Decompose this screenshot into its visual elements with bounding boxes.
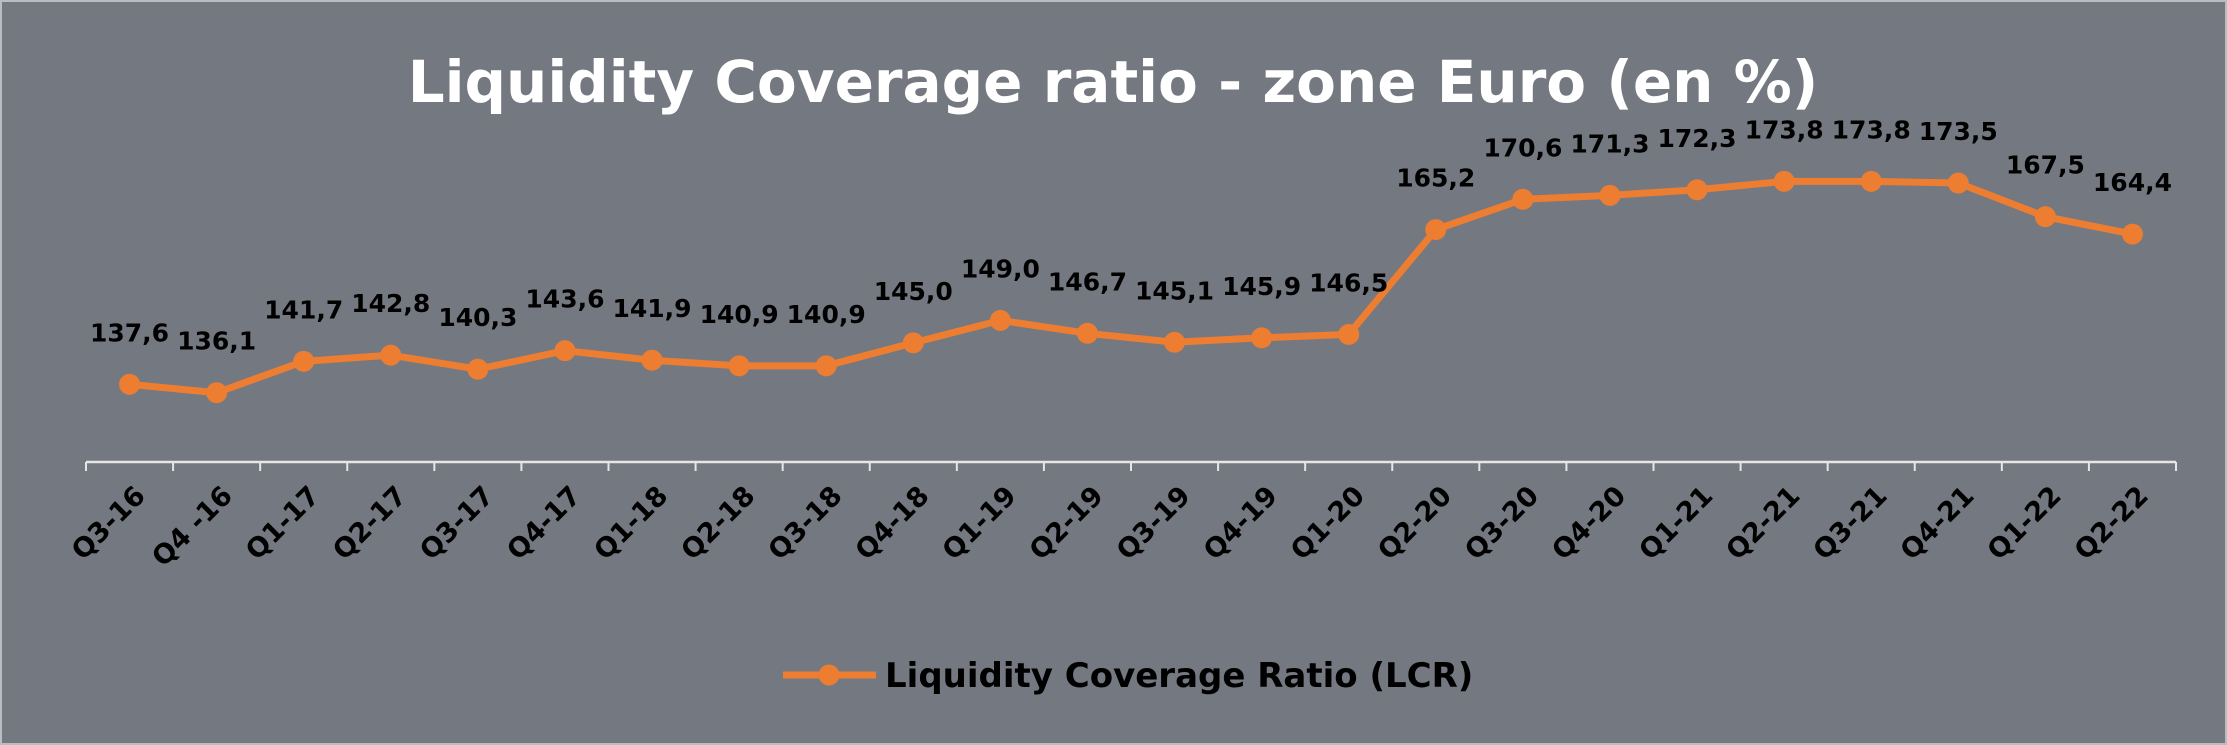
- data-point: [1686, 179, 1708, 201]
- x-tick-label: Q3-19: [1111, 480, 1197, 566]
- x-tick-label: Q4-17: [501, 480, 587, 566]
- data-point: [293, 350, 315, 372]
- data-labels: 137,6 136,1 141,7 142,8 140,3 143,6 141,9 140,9…: [90, 115, 2172, 355]
- data-point: [1425, 219, 1447, 241]
- data-label: 143,6: [525, 285, 604, 314]
- x-tick-label: Q4-18: [850, 480, 936, 566]
- x-tick-label: Q2-22: [2069, 480, 2155, 566]
- x-tick-label: Q3-21: [1808, 480, 1894, 566]
- data-point: [1599, 184, 1621, 206]
- data-point: [1512, 188, 1534, 210]
- x-tick-label: Q1-22: [1982, 480, 2068, 566]
- data-point: [1076, 322, 1098, 344]
- data-point: [380, 344, 402, 366]
- data-label: 145,9: [1222, 272, 1301, 301]
- data-label: 142,8: [351, 289, 430, 318]
- data-label: 172,3: [1658, 124, 1737, 153]
- x-tick-label: Q4-19: [1198, 480, 1284, 566]
- x-tick-label: Q3-20: [1459, 480, 1545, 566]
- legend: Liquidity Coverage Ratio (LCR): [783, 656, 1473, 696]
- data-point: [1860, 170, 1882, 192]
- x-tick-label: Q1-20: [1285, 480, 1371, 566]
- data-point: [1251, 327, 1273, 349]
- x-tick-label: Q2-18: [675, 480, 761, 566]
- legend-label: Liquidity Coverage Ratio (LCR): [885, 656, 1473, 696]
- x-tick-label: Q1-19: [937, 480, 1023, 566]
- data-label: 137,6: [90, 318, 169, 347]
- data-label: 140,3: [438, 303, 517, 332]
- chart-title: Liquidity Coverage ratio - zone Euro (en…: [408, 48, 1819, 116]
- x-tick-label: Q2-19: [1024, 480, 1110, 566]
- data-point: [1773, 170, 1795, 192]
- series-line: [126, 177, 2136, 397]
- x-tick-label: Q2-17: [327, 480, 413, 566]
- data-label: 141,9: [613, 294, 692, 323]
- data-label: 149,0: [961, 254, 1040, 283]
- data-label: 140,9: [700, 300, 779, 329]
- data-point: [1947, 172, 1969, 194]
- x-tick-label: Q4-21: [1895, 480, 1981, 566]
- data-point: [902, 332, 924, 354]
- x-tick-label: Q3-18: [763, 480, 849, 566]
- data-point: [206, 382, 228, 404]
- data-label: 171,3: [1570, 129, 1649, 158]
- data-point: [728, 355, 750, 377]
- x-tick-label: Q3-16: [66, 480, 152, 566]
- x-tick-label: Q4-20: [1546, 480, 1632, 566]
- data-label: 164,4: [2093, 168, 2172, 197]
- data-point: [989, 309, 1011, 331]
- data-label: 173,5: [1919, 117, 1998, 146]
- legend-swatch-marker: [818, 664, 840, 686]
- data-point: [815, 355, 837, 377]
- data-label: 136,1: [177, 327, 256, 356]
- data-label: 146,7: [1048, 267, 1127, 296]
- data-label: 170,6: [1483, 133, 1562, 162]
- data-point: [467, 358, 489, 380]
- data-point: [1164, 331, 1186, 353]
- data-point: [1338, 323, 1360, 345]
- series-lcr: [119, 170, 2143, 404]
- data-point: [554, 340, 576, 362]
- data-point: [641, 349, 663, 371]
- data-point: [2121, 223, 2143, 245]
- data-label: 141,7: [264, 295, 343, 324]
- x-tick-label: Q1-21: [1633, 480, 1719, 566]
- data-point: [2034, 206, 2056, 228]
- data-label: 165,2: [1396, 164, 1475, 193]
- x-tick-label: Q1-18: [588, 480, 674, 566]
- x-tick-label: Q1-17: [240, 480, 326, 566]
- x-tick-label: Q2-20: [1372, 480, 1458, 566]
- data-point: [119, 373, 141, 395]
- x-tick-label: Q2-21: [1720, 480, 1806, 566]
- x-axis-ticks: [85, 462, 2177, 471]
- data-label: 173,8: [1745, 115, 1824, 144]
- x-tick-label: Q3-17: [414, 480, 500, 566]
- data-label: 173,8: [1832, 115, 1911, 144]
- data-label: 140,9: [787, 300, 866, 329]
- data-label: 146,5: [1309, 268, 1388, 297]
- data-label: 145,0: [874, 277, 953, 306]
- data-label: 145,1: [1135, 276, 1214, 305]
- data-label: 167,5: [2006, 151, 2085, 180]
- x-tick-label: Q4 -16: [146, 480, 239, 573]
